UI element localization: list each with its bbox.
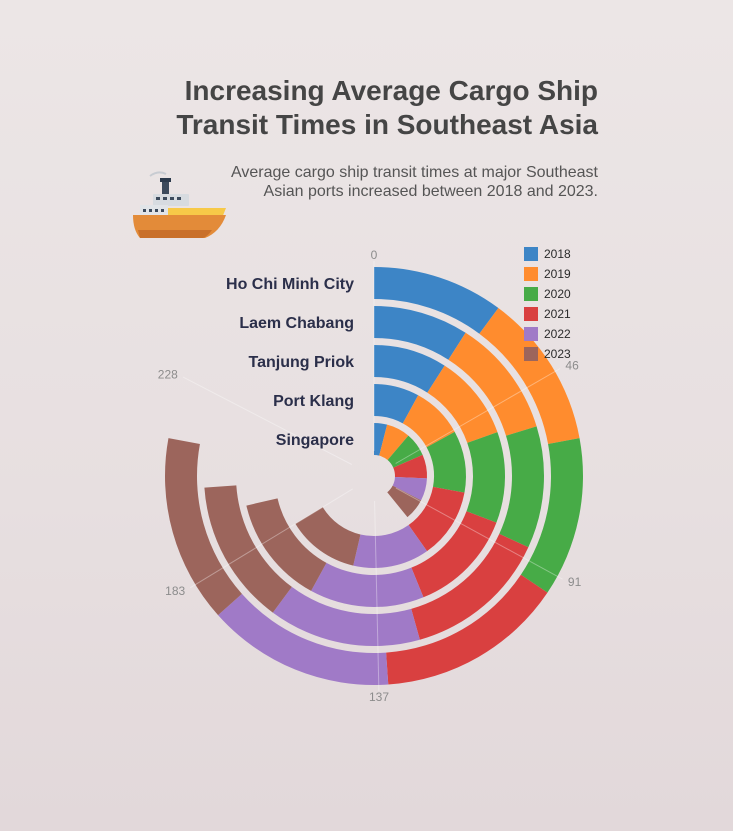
bar-segment-2022[interactable] xyxy=(218,593,389,685)
bar-segment-2021[interactable] xyxy=(393,454,428,479)
bar-segment-2021[interactable] xyxy=(411,511,497,598)
bar-segment-2022[interactable] xyxy=(311,562,424,607)
legend-label-2019: 2019 xyxy=(544,267,571,281)
bar-segment-2018[interactable] xyxy=(374,384,419,424)
legend-swatch-2023 xyxy=(524,347,538,361)
chart-title-line-1: Increasing Average Cargo Ship xyxy=(185,75,598,106)
port-labels: Ho Chi Minh City Laem Chabang Tanjung Prio… xyxy=(226,276,354,449)
chart-title-line-2: Transit Times in Southeast Asia xyxy=(176,109,598,140)
angular-gridline-46 xyxy=(395,368,561,464)
legend-label-2023: 2023 xyxy=(544,347,571,361)
legend-swatch-2021 xyxy=(524,307,538,321)
angular-tick-label: 137 xyxy=(369,690,389,704)
bar-segment-2019[interactable] xyxy=(479,308,580,444)
category-label: Laem Chabang xyxy=(239,315,354,332)
legend-swatch-2018 xyxy=(524,247,538,261)
category-label: Tanjung Priok xyxy=(249,354,355,371)
legend-label-2021: 2021 xyxy=(544,307,571,321)
bar-segment-2019[interactable] xyxy=(427,365,498,443)
bar-segment-2020[interactable] xyxy=(387,435,423,468)
angular-tick-label: 228 xyxy=(158,367,178,381)
legend: 2018 2019 2020 2021 2022 2023 xyxy=(524,247,571,361)
bar-segment-2018[interactable] xyxy=(374,306,466,360)
angular-axis: 0 46 91 137 183 228 xyxy=(158,248,582,704)
angular-gridline-137 xyxy=(374,500,380,691)
legend-label-2020: 2020 xyxy=(544,287,571,301)
angular-tick-label: 0 xyxy=(371,248,378,262)
angular-tick-label: 183 xyxy=(165,584,185,598)
radial-bars-group xyxy=(165,267,583,685)
bar-segment-2023[interactable] xyxy=(387,485,422,518)
bar-segment-2020[interactable] xyxy=(466,432,506,523)
angular-tick-label: 91 xyxy=(568,575,582,589)
cargo-ship-icon xyxy=(133,171,226,238)
bar-segment-2022[interactable] xyxy=(272,586,420,647)
angular-gridline-228 xyxy=(182,376,353,465)
angular-gridline-183 xyxy=(190,488,353,589)
bar-segment-2020[interactable] xyxy=(426,431,466,493)
bar-segment-2021[interactable] xyxy=(386,574,548,685)
bar-segment-2023[interactable] xyxy=(165,438,242,616)
legend-label-2022: 2022 xyxy=(544,327,571,341)
legend-swatch-2019 xyxy=(524,267,538,281)
chart-subtitle-line-1: Average cargo ship transit times at majo… xyxy=(231,164,599,181)
bar-segment-2018[interactable] xyxy=(374,344,445,393)
bar-segment-2018[interactable] xyxy=(374,267,499,334)
bar-segment-2021[interactable] xyxy=(408,486,465,552)
chart-subtitle-line-2: Asian ports increased between 2018 and 2… xyxy=(264,183,598,200)
legend-label-2018: 2018 xyxy=(544,247,571,261)
angular-tick-label: 46 xyxy=(565,359,579,373)
legend-swatch-2020 xyxy=(524,287,538,301)
angular-gridline-91 xyxy=(395,487,563,580)
category-label: Singapore xyxy=(276,432,354,449)
bar-segment-2021[interactable] xyxy=(411,533,529,640)
bar-segment-2019[interactable] xyxy=(402,395,455,448)
bar-segment-2019[interactable] xyxy=(448,332,537,436)
legend-swatch-2022 xyxy=(524,327,538,341)
bar-segment-2018[interactable] xyxy=(374,423,388,456)
bar-segment-2020[interactable] xyxy=(499,426,544,548)
category-label: Ho Chi Minh City xyxy=(226,276,354,293)
bar-segment-2019[interactable] xyxy=(379,424,409,461)
category-label: Port Klang xyxy=(273,393,354,410)
bar-segment-2020[interactable] xyxy=(520,438,583,593)
bar-segment-2023[interactable] xyxy=(295,507,361,566)
bar-segment-2022[interactable] xyxy=(353,525,428,569)
bar-segment-2022[interactable] xyxy=(392,476,427,501)
bar-segment-2023[interactable] xyxy=(246,498,327,591)
bar-segment-2023[interactable] xyxy=(204,485,292,613)
